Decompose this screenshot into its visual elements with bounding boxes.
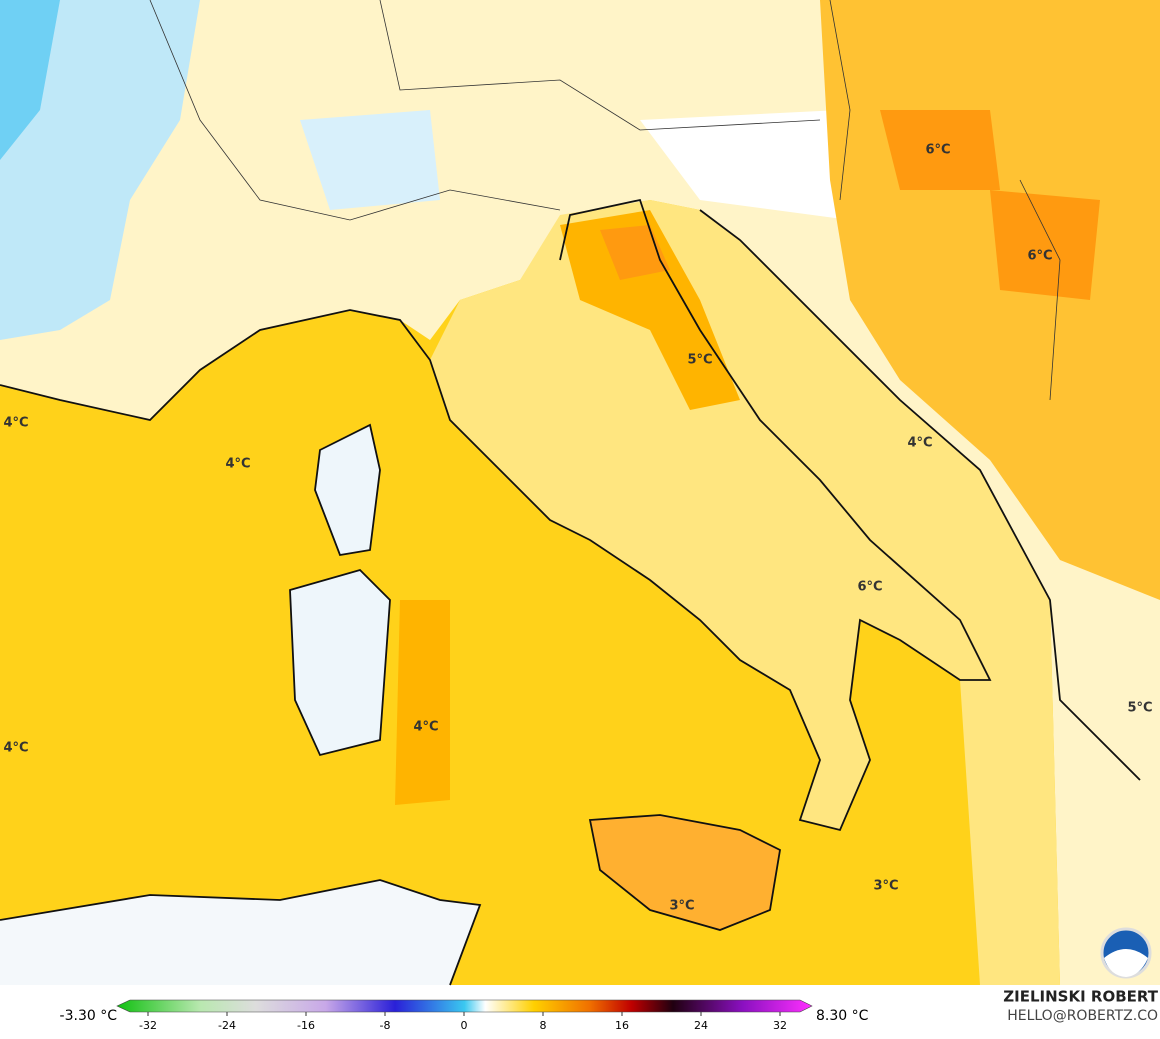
colorbar-tick-label: 0	[461, 1019, 468, 1032]
contact: HELLO@ROBERTZ.CO	[1007, 1008, 1158, 1024]
colorbar-tick-label: -8	[380, 1019, 391, 1032]
map-labels: 6°C 6°C 5°C 4°C 4°C 4°C 6°C 5°C 4°C 4°C 3°C 3°C	[3, 143, 1152, 914]
colorbar-tick-label: 8	[540, 1019, 547, 1032]
max-label: 8.30 °C	[816, 1008, 869, 1024]
cold-area	[300, 110, 440, 210]
temp-label: 5°C	[1127, 701, 1152, 716]
author: ZIELINSKI ROBERT	[1003, 988, 1158, 1006]
corsica	[315, 425, 380, 555]
cold-area	[0, 0, 200, 340]
colorbar	[116, 999, 813, 1013]
colorbar-tick-label: 16	[615, 1019, 629, 1032]
map: 6°C 6°C 5°C 4°C 4°C 4°C 6°C 5°C 4°C 4°C 3°C 3°C	[0, 0, 1160, 986]
africa	[0, 880, 480, 985]
logo-wave	[1104, 949, 1148, 977]
temp-label: 3°C	[669, 899, 694, 914]
sicily	[590, 815, 780, 930]
colorbar-tick-label: -24	[218, 1019, 236, 1032]
sardinia	[290, 570, 390, 755]
noaa-logo	[1100, 927, 1152, 979]
temp-label: 4°C	[3, 741, 28, 756]
land-italy	[430, 200, 1060, 985]
colorbar-tick-label: -32	[139, 1019, 157, 1032]
temp-label: 5°C	[687, 353, 712, 368]
colorbar-ticks: -32 -24 -16 -8 0 8 16 24 32	[139, 1012, 787, 1032]
adriatic-warm	[560, 210, 740, 410]
temp-label: 6°C	[857, 580, 882, 595]
temp-label: 4°C	[413, 720, 438, 735]
min-label: -3.30 °C	[60, 1008, 118, 1024]
cold-area	[0, 0, 60, 160]
footer: -3.30 °C 8.30 °C -32 -24 -16 -8 0 8 16 24 32 ZIE…	[60, 988, 1159, 1033]
coastline	[0, 198, 992, 832]
coastline	[699, 209, 1141, 781]
cool-area	[640, 110, 850, 220]
coastline	[0, 423, 781, 986]
border	[149, 0, 1061, 401]
colorbar-tick-label: 32	[773, 1019, 787, 1032]
hot-area	[880, 110, 1100, 300]
temp-label: 3°C	[873, 879, 898, 894]
temp-label: 4°C	[907, 436, 932, 451]
temp-label: 4°C	[3, 416, 28, 431]
temp-label: 6°C	[925, 143, 950, 158]
colorbar-tick-label: 24	[694, 1019, 708, 1032]
colorbar-tick-label: -16	[297, 1019, 315, 1032]
temp-label: 6°C	[1027, 249, 1052, 264]
temp-label: 4°C	[225, 457, 250, 472]
sea-warm	[395, 600, 450, 805]
